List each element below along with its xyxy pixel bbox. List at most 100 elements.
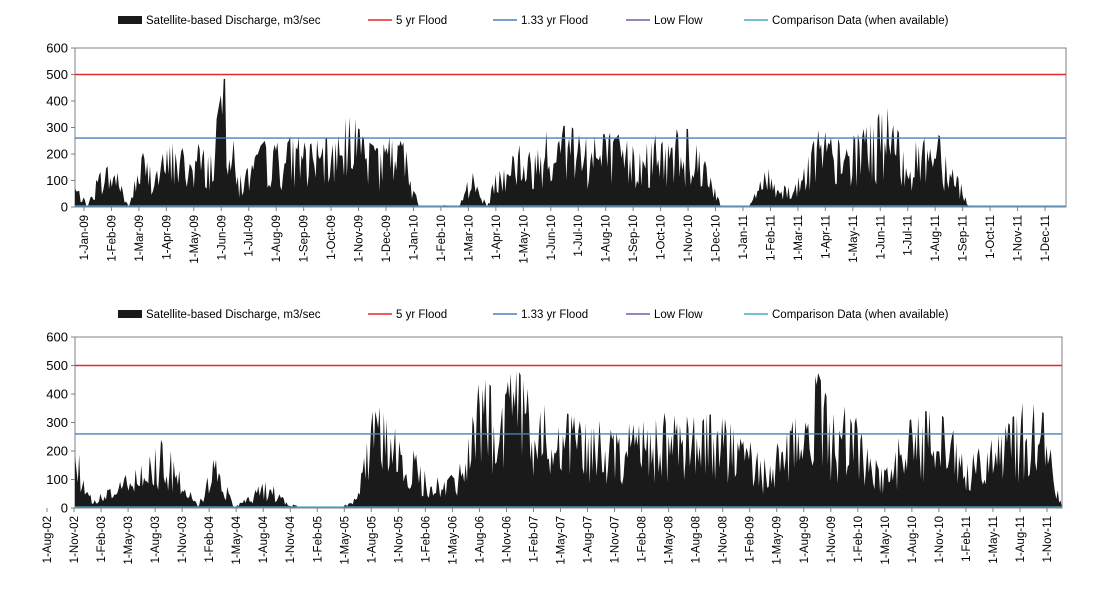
legend-entry: 1.33 yr Flood bbox=[521, 15, 588, 27]
y-tick-label: 500 bbox=[46, 67, 68, 82]
y-tick-label: 600 bbox=[46, 41, 68, 56]
legend-entry: Low Flow bbox=[654, 309, 703, 321]
x-tick-label: 1-Oct-09 bbox=[326, 215, 338, 260]
x-tick-label: 1-May-04 bbox=[231, 515, 243, 564]
y-tick-label: 300 bbox=[46, 120, 68, 135]
x-tick-label: 1-Jan-09 bbox=[79, 215, 91, 260]
y-tick-label: 400 bbox=[46, 94, 68, 109]
x-tick-label: 1-May-09 bbox=[772, 516, 784, 565]
chart-1: 0 100 200 300 400 500 600 1-Jan-09 1-Feb-09 1-Mar… bbox=[46, 15, 1067, 264]
x-tick-label: 1-Sep-09 bbox=[299, 215, 311, 262]
x-tick-label: 1-Nov-10 bbox=[934, 516, 946, 563]
x-tick-label: 1-Feb-06 bbox=[420, 516, 432, 563]
x-tick-label: 1-May-08 bbox=[664, 516, 676, 565]
discharge-series-area bbox=[75, 371, 1062, 508]
x-tick-label: 1-Nov-11 bbox=[1013, 215, 1025, 261]
x-tick-label: 1-Aug-09 bbox=[271, 215, 283, 262]
legend-swatch-discharge bbox=[118, 310, 142, 318]
legend: Satellite-based Discharge, m3/sec 5 yr Fl… bbox=[118, 309, 949, 321]
x-tick-label: 1-Nov-09 bbox=[826, 516, 838, 563]
x-tick-label: 1-Nov-03 bbox=[177, 516, 189, 563]
x-tick-label: 1-May-03 bbox=[123, 516, 135, 565]
x-tick-label: 1-Dec-09 bbox=[381, 215, 393, 262]
x-tick-label: 1-May-05 bbox=[339, 516, 351, 565]
y-tick-label: 500 bbox=[46, 358, 68, 373]
x-tick-label: 1-Jan-11 bbox=[738, 215, 750, 260]
x-tick-label: 1-Jun-10 bbox=[546, 215, 558, 260]
x-tick-label: 1-Nov-05 bbox=[393, 516, 405, 563]
x-tick-label: 1-May-10 bbox=[518, 215, 530, 264]
x-tick-label: 1-Apr-09 bbox=[161, 215, 173, 260]
x-tick-label: 1-Jun-09 bbox=[216, 215, 228, 260]
x-tick-label: 1-Feb-03 bbox=[96, 516, 108, 563]
x-tick-label: 1-May-10 bbox=[880, 516, 892, 565]
x-tick-label: 1-Aug-10 bbox=[601, 215, 613, 262]
legend: Satellite-based Discharge, m3/sec 5 yr Fl… bbox=[118, 15, 949, 27]
legend-entry: Comparison Data (when available) bbox=[772, 15, 949, 27]
y-tick-label: 0 bbox=[61, 501, 68, 516]
x-tick-label: 1-Mar-09 bbox=[134, 215, 146, 262]
x-tick-label: 1-May-06 bbox=[447, 516, 459, 565]
x-tick-label: 1-Jul-11 bbox=[903, 215, 915, 256]
y-tick-label: 200 bbox=[46, 444, 68, 459]
y-tick-label: 200 bbox=[46, 147, 68, 162]
y-tick-label: 600 bbox=[46, 330, 68, 345]
legend-entry: Comparison Data (when available) bbox=[772, 309, 949, 321]
legend-entry: 5 yr Flood bbox=[396, 15, 447, 27]
x-tick-label: 1-Aug-10 bbox=[907, 516, 919, 563]
x-tick-label: 1-Aug-02 bbox=[42, 516, 54, 563]
legend-entry: Low Flow bbox=[654, 15, 703, 27]
x-tick-label: 1-Oct-11 bbox=[985, 215, 997, 259]
y-tick-label: 400 bbox=[46, 387, 68, 402]
legend-entry: Satellite-based Discharge, m3/sec bbox=[146, 309, 321, 321]
y-tick-label: 0 bbox=[61, 200, 68, 215]
y-tick-label: 100 bbox=[46, 173, 68, 188]
x-tick-label: 1-Dec-11 bbox=[1040, 215, 1052, 261]
x-tick-label: 1-Aug-08 bbox=[691, 516, 703, 563]
x-tick-label: 1-Sep-11 bbox=[958, 215, 970, 261]
x-tick-label: 1-Aug-07 bbox=[583, 516, 595, 563]
x-tick-label: 1-Feb-09 bbox=[106, 215, 118, 262]
x-tick-label: 1-Nov-09 bbox=[354, 215, 366, 262]
x-tick-label: 1-Aug-06 bbox=[474, 516, 486, 563]
x-tick-label: 1-Feb-08 bbox=[637, 516, 649, 563]
legend-swatch-discharge bbox=[118, 16, 142, 24]
discharge-series-area bbox=[75, 78, 1066, 207]
x-tick-label: 1-Feb-09 bbox=[745, 516, 757, 563]
x-tick-label: 1-May-07 bbox=[556, 516, 568, 565]
x-tick-label: 1-Aug-05 bbox=[366, 516, 378, 563]
x-tick-label: 1-Aug-11 bbox=[1015, 516, 1027, 562]
x-tick-label: 1-Jul-10 bbox=[573, 215, 585, 257]
x-tick-label: 1-Apr-11 bbox=[820, 215, 832, 259]
x-tick-label: 1-Sep-10 bbox=[628, 215, 640, 262]
x-tick-label: 1-Aug-09 bbox=[799, 516, 811, 563]
x-tick-label: 1-May-09 bbox=[189, 215, 201, 264]
chart-2: 0 100 200 300 400 500 600 1-Aug-02 1-Nov-02 1-Feb… bbox=[42, 309, 1063, 565]
legend-entry: 1.33 yr Flood bbox=[521, 309, 588, 321]
x-tick-label: 1-Nov-07 bbox=[610, 516, 622, 563]
x-tick-label: 1-Feb-05 bbox=[312, 516, 324, 563]
x-tick-label: 1-Mar-11 bbox=[793, 215, 805, 261]
y-tick-label: 300 bbox=[46, 415, 68, 430]
x-tick-label: 1-Feb-07 bbox=[528, 516, 540, 563]
x-tick-label: 1-Feb-11 bbox=[765, 215, 777, 261]
x-tick-label: 1-Feb-10 bbox=[436, 215, 448, 262]
x-tick-label: 1-May-11 bbox=[848, 215, 860, 263]
x-tick-label: 1-Feb-10 bbox=[853, 516, 865, 563]
x-tick-label: 1-Dec-10 bbox=[711, 215, 723, 262]
x-tick-label: 1-Nov-04 bbox=[285, 515, 297, 563]
x-tick-label: 1-Feb-11 bbox=[961, 516, 973, 562]
x-tick-label: 1-Aug-04 bbox=[258, 515, 270, 563]
x-tick-label: 1-Nov-02 bbox=[69, 516, 81, 563]
legend-entry: Satellite-based Discharge, m3/sec bbox=[146, 15, 321, 27]
x-tick-label: 1-Mar-10 bbox=[463, 215, 475, 262]
x-tick-label: 1-Aug-11 bbox=[930, 215, 942, 261]
x-tick-label: 1-Feb-04 bbox=[204, 515, 216, 562]
x-tick-label: 1-Jan-10 bbox=[408, 215, 420, 260]
x-tick-label: 1-Nov-11 bbox=[1042, 516, 1054, 562]
x-tick-label: 1-Jun-11 bbox=[875, 215, 887, 260]
x-tick-label: 1-Apr-10 bbox=[491, 215, 503, 260]
x-tick-label: 1-Jul-09 bbox=[244, 215, 256, 257]
x-tick-label: 1-Nov-10 bbox=[683, 215, 695, 262]
